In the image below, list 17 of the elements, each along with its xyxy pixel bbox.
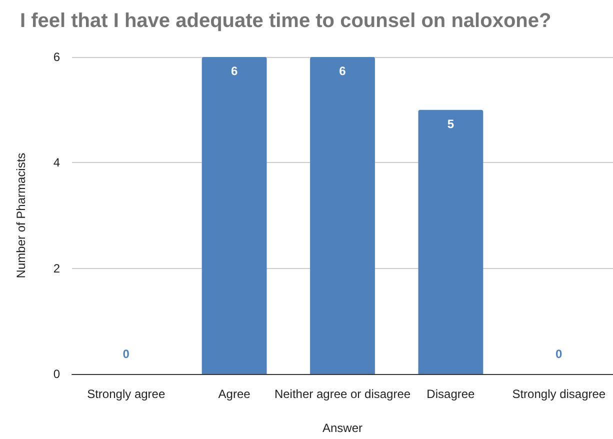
data-label: 0 [556, 347, 563, 361]
data-label: 0 [122, 347, 130, 361]
x-axis-title: Answer [322, 421, 363, 435]
y-tick-label: 4 [53, 156, 60, 170]
x-tick-label: Strongly disagree [512, 387, 606, 401]
chart-title: I feel that I have adequate time to counsel on naloxone? [20, 10, 552, 32]
y-tick-label: 6 [53, 50, 60, 64]
y-tick-label: 2 [53, 261, 60, 276]
data-label: 6 [339, 64, 346, 78]
y-axis-title: Number of Pharmacists [14, 152, 28, 278]
x-tick-label: Neither agree or disagree [274, 387, 411, 401]
data-label: 5 [447, 116, 454, 131]
x-tick-label: Agree [218, 387, 251, 401]
data-label: 6 [230, 64, 238, 78]
y-tick-label: 0 [53, 367, 60, 381]
x-tick-label: Strongly agree [87, 387, 166, 401]
x-tick-label: Disagree [426, 387, 476, 401]
